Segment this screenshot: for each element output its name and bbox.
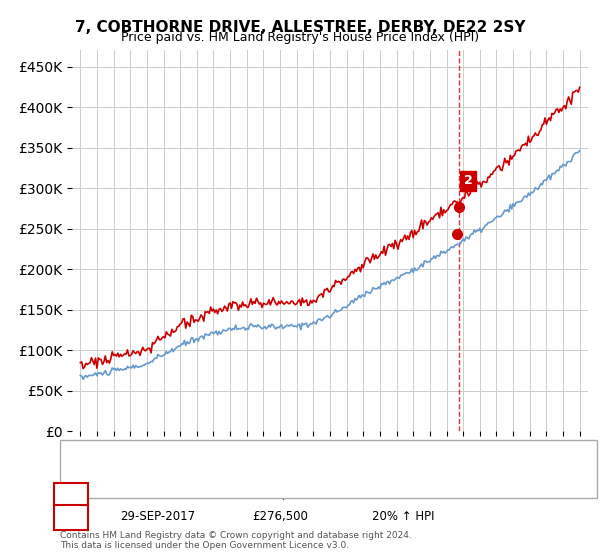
- Text: 7, COBTHORNE DRIVE, ALLESTREE, DERBY, DE22 2SY: 7, COBTHORNE DRIVE, ALLESTREE, DERBY, DE…: [75, 20, 525, 35]
- Text: £276,500: £276,500: [252, 510, 308, 524]
- Text: £243,000: £243,000: [252, 489, 308, 502]
- Text: 7, COBTHORNE DRIVE, ALLESTREE, DERBY, DE22 2SY (detached house): 7, COBTHORNE DRIVE, ALLESTREE, DERBY, DE…: [114, 447, 487, 457]
- Text: 2: 2: [464, 175, 473, 188]
- Text: 6% ↑ HPI: 6% ↑ HPI: [372, 489, 427, 502]
- Text: HPI: Average price, detached house, City of Derby: HPI: Average price, detached house, City…: [114, 467, 376, 477]
- Text: 29-SEP-2017: 29-SEP-2017: [120, 510, 195, 524]
- Text: 25-AUG-2017: 25-AUG-2017: [120, 489, 199, 502]
- Text: Price paid vs. HM Land Registry's House Price Index (HPI): Price paid vs. HM Land Registry's House …: [121, 31, 479, 44]
- Text: 1: 1: [67, 489, 75, 502]
- Text: 20% ↑ HPI: 20% ↑ HPI: [372, 510, 434, 524]
- Text: 2: 2: [67, 510, 75, 524]
- Text: Contains HM Land Registry data © Crown copyright and database right 2024.
This d: Contains HM Land Registry data © Crown c…: [60, 530, 412, 550]
